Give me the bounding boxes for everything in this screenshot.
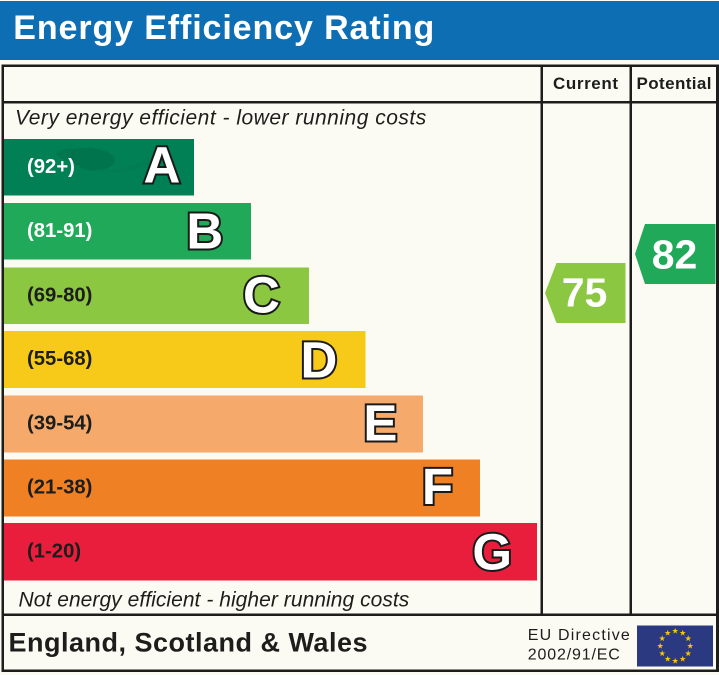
svg-text:E: E [363,395,397,452]
svg-text:(1-20): (1-20) [27,540,81,562]
svg-text:F: F [422,458,453,515]
svg-text:EU Directive: EU Directive [528,627,630,644]
svg-text:D: D [300,332,337,389]
svg-text:England, Scotland & Wales: England, Scotland & Wales [9,627,368,657]
svg-text:Very energy efficient - lower: Very energy efficient - lower running co… [15,106,427,129]
svg-text:G: G [472,523,512,580]
svg-text:A: A [143,137,180,194]
svg-text:82: 82 [652,232,698,278]
svg-text:Current: Current [553,74,618,93]
svg-text:(21-38): (21-38) [27,477,92,499]
svg-text:75: 75 [562,270,608,316]
svg-text:B: B [186,202,223,259]
svg-text:(81-91): (81-91) [27,220,92,242]
svg-text:2002/91/EC: 2002/91/EC [528,647,620,664]
svg-text:(55-68): (55-68) [27,348,92,370]
svg-text:Potential: Potential [637,74,712,93]
svg-text:(39-54): (39-54) [27,412,92,434]
svg-text:(92+): (92+) [27,156,75,178]
svg-text:Not energy efficient - higher: Not energy efficient - higher running co… [19,589,410,612]
svg-text:C: C [243,267,280,324]
svg-text:Energy Efficiency Rating: Energy Efficiency Rating [13,9,434,47]
svg-text:(69-80): (69-80) [27,284,92,306]
